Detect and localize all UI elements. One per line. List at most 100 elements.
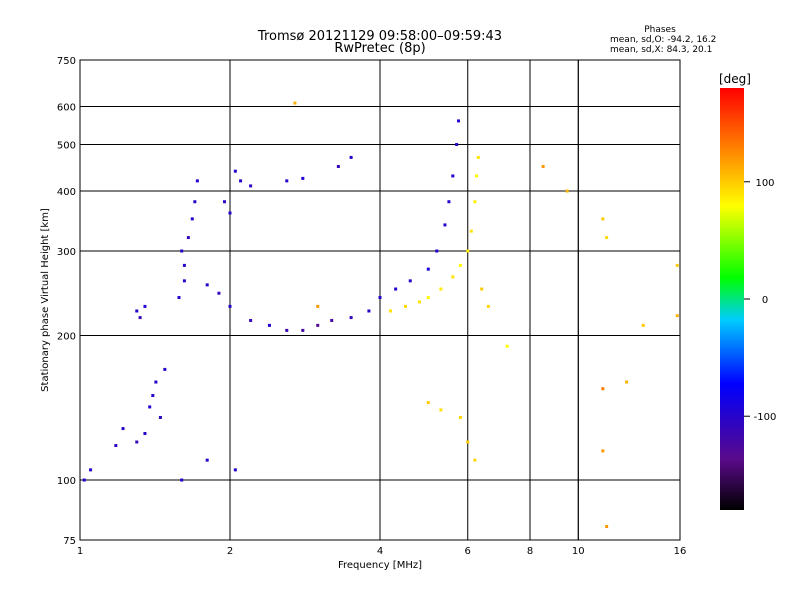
- data-point: [473, 200, 477, 204]
- data-point: [466, 440, 470, 444]
- data-point: [435, 249, 439, 253]
- colorbar-tick-label: 0: [762, 295, 768, 306]
- y-tick-label: 100: [57, 476, 76, 487]
- y-tick-label: 500: [57, 141, 76, 152]
- data-point: [426, 296, 430, 300]
- data-point: [505, 344, 509, 348]
- data-point: [675, 314, 679, 318]
- data-point: [301, 328, 305, 332]
- data-point: [239, 179, 243, 183]
- data-point: [565, 189, 569, 193]
- data-point: [205, 458, 209, 462]
- data-point: [480, 287, 484, 291]
- data-point: [223, 200, 227, 204]
- data-point: [186, 236, 190, 240]
- chart-subtitle: RwPretec (8p): [334, 41, 425, 56]
- data-point: [336, 164, 340, 168]
- data-point: [367, 309, 371, 313]
- data-point: [349, 316, 353, 320]
- data-point: [151, 394, 155, 398]
- data-point: [138, 316, 142, 320]
- data-point: [114, 444, 118, 448]
- x-tick-label: 1: [77, 546, 83, 557]
- data-point: [121, 427, 125, 431]
- data-point: [541, 164, 545, 168]
- data-point: [193, 200, 197, 204]
- x-tick-label: 8: [527, 546, 533, 557]
- data-point: [143, 432, 147, 436]
- phase-stats-o: mean, sd,O: -94.2, 16.2: [610, 35, 716, 45]
- data-point: [228, 211, 232, 215]
- data-point: [154, 380, 158, 384]
- data-point: [426, 401, 430, 405]
- data-point: [316, 304, 320, 308]
- data-point: [408, 279, 412, 283]
- plot-frame: [79, 59, 681, 541]
- data-point: [205, 283, 209, 287]
- data-point: [417, 300, 421, 304]
- data-point: [486, 304, 490, 308]
- data-point: [135, 440, 139, 444]
- data-point: [177, 296, 181, 300]
- grid-lines: [80, 60, 680, 540]
- data-point: [285, 179, 289, 183]
- y-tick-label: 75: [63, 536, 76, 547]
- data-point: [148, 405, 152, 409]
- data-point: [447, 200, 451, 204]
- data-point: [443, 223, 447, 227]
- data-point: [439, 408, 443, 412]
- data-point: [439, 287, 443, 291]
- x-tick-labels: 1 2 4 6 8 10 16: [77, 546, 687, 557]
- data-point: [89, 468, 93, 472]
- data-point: [457, 119, 461, 123]
- data-point: [675, 263, 679, 267]
- data-point: [451, 174, 455, 178]
- x-tick-label: 2: [227, 546, 233, 557]
- y-tick-label: 600: [57, 103, 76, 114]
- data-point: [293, 101, 297, 105]
- colorbar-ticks: 100 0 -100: [744, 178, 776, 423]
- data-point: [82, 478, 86, 482]
- data-point: [625, 380, 629, 384]
- y-tick-label: 400: [57, 187, 76, 198]
- data-point: [195, 179, 199, 183]
- data-point: [601, 449, 605, 453]
- data-point: [451, 275, 455, 279]
- colorbar-label: [deg]: [719, 72, 751, 86]
- data-point: [455, 143, 459, 147]
- data-point: [233, 468, 237, 472]
- data-point: [301, 176, 305, 180]
- data-point: [389, 309, 393, 313]
- data-point: [316, 323, 320, 327]
- y-tick-label: 750: [57, 56, 76, 67]
- data-point: [475, 174, 479, 178]
- data-point: [233, 169, 237, 173]
- y-tick-label: 200: [57, 332, 76, 343]
- data-point: [217, 291, 221, 295]
- data-point: [476, 155, 480, 159]
- data-point: [466, 249, 470, 253]
- data-point: [473, 458, 477, 462]
- data-point: [249, 184, 253, 188]
- data-point: [378, 296, 382, 300]
- data-point: [190, 217, 194, 221]
- data-point: [267, 323, 271, 327]
- scatter-points: [82, 101, 679, 529]
- y-tick-label: 300: [57, 247, 76, 258]
- y-axis-label: Stationary phase Virtual Height [km]: [40, 208, 51, 392]
- data-point: [458, 263, 462, 267]
- data-point: [228, 304, 232, 308]
- phase-stats-x: mean, sd,X: 84.3, 20.1: [610, 45, 712, 55]
- data-point: [349, 155, 353, 159]
- x-tick-label: 6: [465, 546, 471, 557]
- data-point: [285, 328, 289, 332]
- data-point: [394, 287, 398, 291]
- x-tick-label: 16: [674, 546, 687, 557]
- data-point: [458, 415, 462, 419]
- data-point: [180, 478, 184, 482]
- phase-stats-title: Phases: [644, 25, 676, 35]
- colorbar-tick-label: -100: [754, 412, 777, 423]
- data-point: [180, 249, 184, 253]
